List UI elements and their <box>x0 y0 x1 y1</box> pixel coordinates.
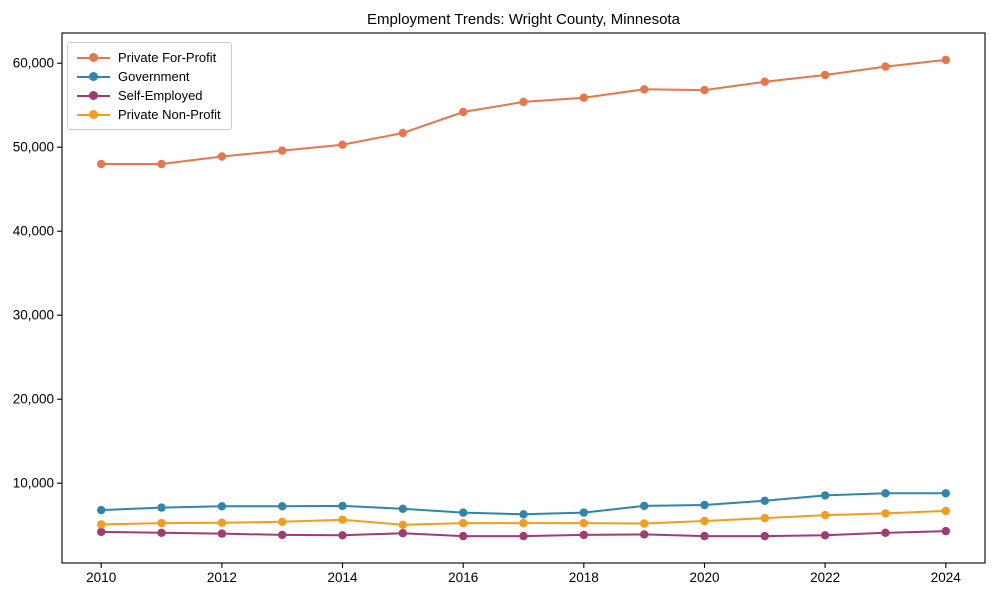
data-point-private-non-profit-2014 <box>338 515 347 524</box>
y-tick-label: 30,000 <box>13 308 54 323</box>
legend-item-government: Government <box>77 67 221 86</box>
legend-dot-icon <box>89 110 98 119</box>
data-point-private-for-profit-2023 <box>881 62 890 71</box>
data-point-self-employed-2018 <box>579 530 588 540</box>
data-point-government-2014 <box>338 501 347 511</box>
data-point-private-non-profit-2012 <box>217 518 227 527</box>
y-tick-label: 40,000 <box>13 224 54 239</box>
data-point-government-2024 <box>941 489 950 498</box>
data-point-government-2020 <box>700 500 709 510</box>
legend-label: Government <box>118 69 190 84</box>
y-tick-label: 20,000 <box>13 392 54 407</box>
data-point-self-employed-2014 <box>338 531 347 540</box>
data-point-self-employed-2019 <box>640 530 649 539</box>
data-point-government-2012 <box>217 502 227 511</box>
y-tick-label: 10,000 <box>13 476 54 491</box>
data-point-self-employed-2024 <box>941 526 950 536</box>
y-tick-label: 50,000 <box>13 140 54 155</box>
legend-item-private-for-profit: Private For-Profit <box>77 48 221 67</box>
data-point-private-non-profit-2023 <box>881 509 890 518</box>
x-tick-label: 2024 <box>931 570 962 585</box>
data-point-self-employed-2012 <box>217 529 227 538</box>
x-tick-label: 2012 <box>207 570 237 585</box>
data-point-private-for-profit-2022 <box>820 70 830 80</box>
data-point-self-employed-2016 <box>459 531 468 541</box>
data-point-private-non-profit-2015 <box>398 520 407 529</box>
data-point-self-employed-2010 <box>97 527 106 537</box>
legend-dot-icon <box>89 91 98 100</box>
chart-title: Employment Trends: Wright County, Minnes… <box>367 11 680 28</box>
y-tick-label: 60,000 <box>13 56 54 71</box>
data-point-private-for-profit-2013 <box>278 146 287 155</box>
data-point-private-non-profit-2018 <box>579 518 588 528</box>
data-point-government-2011 <box>157 503 166 512</box>
x-tick-label: 2014 <box>327 570 358 585</box>
plot-frame <box>61 32 986 564</box>
data-point-private-non-profit-2024 <box>941 506 950 516</box>
data-point-private-for-profit-2015 <box>398 128 407 138</box>
chart-legend: Private For-Profit Government Self-Emplo… <box>67 42 232 130</box>
data-point-private-for-profit-2014 <box>338 140 347 149</box>
data-point-government-2021 <box>760 496 769 505</box>
data-point-government-2023 <box>881 489 890 498</box>
data-point-private-non-profit-2020 <box>700 516 709 526</box>
data-point-self-employed-2023 <box>881 528 890 537</box>
data-point-self-employed-2011 <box>157 528 166 537</box>
data-point-private-for-profit-2017 <box>519 97 528 107</box>
x-tick-label: 2016 <box>448 570 478 585</box>
data-point-private-for-profit-2019 <box>640 85 649 94</box>
data-point-government-2010 <box>97 505 106 515</box>
legend-marker-icon <box>77 105 110 124</box>
legend-item-self-employed: Self-Employed <box>77 86 221 105</box>
data-point-private-for-profit-2021 <box>760 77 769 86</box>
x-tick-label: 2022 <box>810 570 840 585</box>
data-point-private-non-profit-2022 <box>820 510 830 520</box>
legend-marker-icon <box>77 86 110 105</box>
data-point-government-2022 <box>820 491 830 500</box>
data-point-private-non-profit-2021 <box>760 513 769 523</box>
data-point-government-2013 <box>278 502 287 511</box>
data-point-government-2018 <box>579 508 588 517</box>
data-point-private-for-profit-2016 <box>459 107 468 117</box>
x-tick-label: 2020 <box>689 570 719 585</box>
legend-item-private-non-profit: Private Non-Profit <box>77 105 221 124</box>
data-point-self-employed-2020 <box>700 531 709 541</box>
data-point-self-employed-2015 <box>398 529 407 538</box>
data-point-private-for-profit-2010 <box>97 159 106 169</box>
data-point-private-for-profit-2018 <box>579 93 588 102</box>
data-point-private-for-profit-2011 <box>157 159 166 169</box>
data-point-private-non-profit-2013 <box>278 517 287 526</box>
data-point-private-non-profit-2016 <box>459 518 468 528</box>
data-point-private-for-profit-2024 <box>941 55 950 65</box>
data-point-private-non-profit-2017 <box>519 518 528 528</box>
data-point-government-2015 <box>398 504 407 513</box>
x-tick-label: 2010 <box>86 570 116 585</box>
data-point-self-employed-2022 <box>820 531 830 540</box>
x-tick-label: 2018 <box>569 570 599 585</box>
data-point-government-2017 <box>519 510 528 519</box>
data-point-self-employed-2013 <box>278 530 287 540</box>
legend-dot-icon <box>89 53 98 62</box>
legend-label: Self-Employed <box>118 88 203 103</box>
legend-dot-icon <box>89 72 98 81</box>
data-point-private-for-profit-2020 <box>700 85 709 95</box>
data-point-private-non-profit-2011 <box>157 518 166 528</box>
legend-label: Private For-Profit <box>118 50 217 65</box>
legend-marker-icon <box>77 67 110 86</box>
data-point-self-employed-2017 <box>519 531 528 541</box>
data-point-government-2016 <box>459 508 468 517</box>
data-point-private-non-profit-2019 <box>640 519 649 528</box>
legend-label: Private Non-Profit <box>118 107 221 122</box>
data-point-private-for-profit-2012 <box>217 152 227 161</box>
data-point-government-2019 <box>640 501 649 511</box>
data-point-private-non-profit-2010 <box>97 520 106 529</box>
legend-marker-icon <box>77 48 110 67</box>
data-point-self-employed-2021 <box>760 531 769 541</box>
